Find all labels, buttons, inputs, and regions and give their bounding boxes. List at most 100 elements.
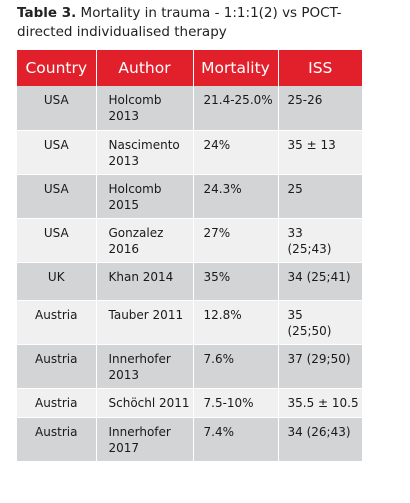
cell-iss: 35 (25;50) [278,300,362,345]
cell-mortality: 24.3% [193,174,279,219]
cell-author: Innerhofer 2017 [96,417,194,462]
cell-iss: 34 (25;41) [278,262,362,301]
cell-mortality-text: 7.6% [203,351,235,366]
cell-country-text: USA [43,181,69,196]
cell-author-text: Holcomb [108,93,162,107]
cell-author-text: Schöchl 2011 [108,395,190,410]
cell-mortality: 12.8% [193,300,279,345]
cell-mortality: 27% [193,218,279,263]
table-row: Austria Tauber 2011 12.8% 35 (25;50) [17,300,362,345]
cell-country-text: USA [43,137,69,152]
cell-iss-text: (25;50) [287,323,332,338]
header-author: Author [96,50,194,86]
table-row: USA Nascimento 2013 24% 35 ± 13 [17,130,362,175]
cell-mortality: 7.5-10% [193,388,279,418]
cell-iss-text: 25 [287,181,303,196]
cell-mortality-text: 24.3% [203,181,242,196]
cell-iss-text: 34 (25;41) [287,269,351,284]
cell-iss-text: 35.5 ± 10.5 [287,395,359,410]
cell-author-text: Nascimento [108,137,180,152]
cell-country-text: Austria [35,351,78,366]
cell-author-text: Tauber 2011 [108,307,184,322]
cell-country: UK [17,262,97,301]
table-body: USA Holcomb 2013 21.4-25.0% 25-26 USA Nascimen… [17,86,362,462]
cell-iss-text: 25-26 [287,93,323,107]
cell-country-text: UK [47,269,65,284]
cell-country: USA [17,174,97,219]
cell-author: Nascimento 2013 [96,130,194,175]
cell-mortality-text: 35% [203,269,231,284]
cell-iss-text: 33 [287,225,303,240]
cell-author-text: Innerhofer [108,351,171,366]
cell-country: Austria [17,300,97,345]
cell-country: USA [17,218,97,263]
cell-iss-text: 34 (26;43) [287,424,351,439]
mortality-table: Country Author Mortality ISS USA Holcomb 2… [17,50,362,462]
header-row: Country Author Mortality ISS [17,50,362,86]
cell-author-text: 2013 [108,367,140,382]
cell-mortality: 24% [193,130,279,175]
cell-iss: 25 [278,174,362,219]
table-header: Country Author Mortality ISS [17,50,362,86]
cell-mortality: 21.4-25.0% [193,86,279,131]
cell-author-text: Gonzalez [108,225,164,240]
cell-mortality-text: 12.8% [203,307,242,322]
cell-author: Innerhofer 2013 [96,344,194,389]
cell-country-text: Austria [35,395,78,410]
header-iss: ISS [278,50,362,86]
cell-country-text: Austria [35,307,78,322]
cell-author-text: 2017 [108,440,140,455]
cell-iss: 34 (26;43) [278,417,362,462]
table-row: Austria Schöchl 2011 7.5-10% 35.5 ± 10.5 [17,388,362,418]
cell-author-text: 2016 [108,241,140,256]
table-caption-label: Table 3. [17,5,77,21]
cell-author: Schöchl 2011 [96,388,194,418]
cell-iss-text: 35 ± 13 [287,137,336,152]
table-row: USA Holcomb 2015 24.3% 25 [17,174,362,219]
cell-mortality-text: 24% [203,137,231,152]
cell-author-text: Innerhofer [108,424,171,439]
cell-country: USA [17,130,97,175]
cell-country: Austria [17,388,97,418]
cell-author: Holcomb 2015 [96,174,194,219]
cell-iss-text: 37 (29;50) [287,351,351,366]
cell-country-text: Austria [35,424,78,439]
cell-author-text: Khan 2014 [108,269,174,284]
cell-author: Gonzalez 2016 [96,218,194,263]
cell-author-text: 2013 [108,153,140,168]
table-caption-text: Mortality in trauma - 1:1:1(2) vs POCT-d… [17,5,342,40]
cell-iss: 25-26 [278,86,362,131]
cell-author-text: Holcomb [108,181,162,196]
cell-author: Holcomb 2013 [96,86,194,131]
table-row: UK Khan 2014 35% 34 (25;41) [17,262,362,301]
cell-iss: 37 (29;50) [278,344,362,389]
cell-mortality: 7.6% [193,344,279,389]
cell-author-text: 2015 [108,197,140,212]
table-row: USA Gonzalez 2016 27% 33 (25;43) [17,218,362,263]
cell-mortality: 35% [193,262,279,301]
cell-mortality: 7.4% [193,417,279,462]
cell-country-text: USA [43,225,69,240]
cell-country: Austria [17,344,97,389]
cell-author: Tauber 2011 [96,300,194,345]
header-country: Country [17,50,97,86]
cell-iss-text: (25;43) [287,241,332,256]
cell-iss: 33 (25;43) [278,218,362,263]
cell-iss: 35.5 ± 10.5 [278,388,362,418]
cell-author-text: 2013 [108,109,140,123]
table-caption: Table 3. Mortality in trauma - 1:1:1(2) … [17,4,377,42]
cell-mortality-text: 7.4% [203,424,235,439]
header-mortality: Mortality [193,50,279,86]
cell-iss: 35 ± 13 [278,130,362,175]
cell-country: USA [17,86,97,131]
table-row: USA Holcomb 2013 21.4-25.0% 25-26 [17,86,362,131]
cell-author: Khan 2014 [96,262,194,301]
cell-country: Austria [17,417,97,462]
table-row: Austria Innerhofer 2013 7.6% 37 (29;50) [17,344,362,389]
cell-mortality-text: 21.4-25.0% [203,93,273,107]
cell-iss-text: 35 [287,307,303,322]
cell-mortality-text: 27% [203,225,231,240]
cell-country-text: USA [43,93,69,107]
table-row: Austria Innerhofer 2017 7.4% 34 (26;43) [17,417,362,462]
